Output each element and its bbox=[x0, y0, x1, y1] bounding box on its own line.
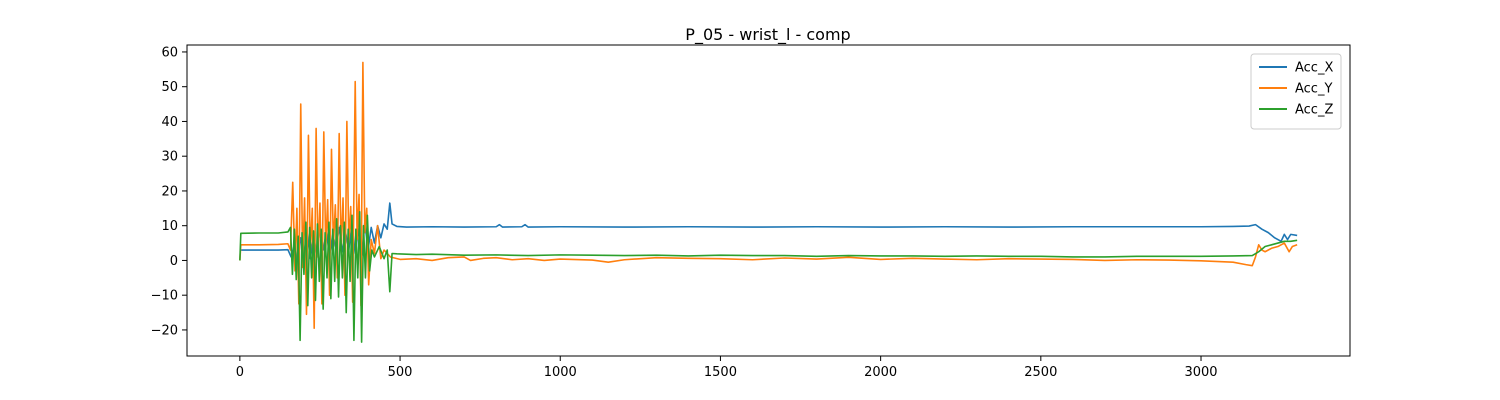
legend-label-acc-y: Acc_Y bbox=[1295, 82, 1332, 97]
y-tick-label: −20 bbox=[151, 323, 178, 338]
y-tick-label: −10 bbox=[151, 289, 178, 304]
legend-label-acc-x: Acc_X bbox=[1295, 61, 1333, 76]
y-tick-label: 10 bbox=[161, 219, 178, 234]
plot-area bbox=[239, 61, 1298, 343]
y-tick-label: 60 bbox=[161, 45, 178, 60]
x-tick-label: 2500 bbox=[1024, 365, 1057, 380]
axes-frame bbox=[186, 44, 1351, 357]
legend-box bbox=[1250, 53, 1342, 130]
x-tick-label: 3000 bbox=[1184, 365, 1217, 380]
x-tick-label: 500 bbox=[388, 365, 413, 380]
x-tick-label: 0 bbox=[236, 365, 244, 380]
y-tick-label: 50 bbox=[161, 80, 178, 95]
legend: Acc_X Acc_Y Acc_Z bbox=[1250, 53, 1342, 130]
y-tick-label: 20 bbox=[161, 184, 178, 199]
y-tick-label: 30 bbox=[161, 150, 178, 165]
chart-title: P_05 - wrist_l - comp bbox=[685, 25, 850, 45]
y-tick-label: 0 bbox=[170, 254, 178, 269]
x-tick-label: 1500 bbox=[704, 365, 737, 380]
legend-label-acc-z: Acc_Z bbox=[1295, 103, 1333, 118]
x-tick-label: 1000 bbox=[544, 365, 577, 380]
axes: 0 500 1000 1500 2000 2500 3000 −20 −10 0 10 20 30 40 5… bbox=[151, 44, 1351, 380]
x-tick-label: 2000 bbox=[864, 365, 897, 380]
series-line-acc-z bbox=[239, 210, 1298, 343]
y-tick-label: 40 bbox=[161, 115, 178, 130]
